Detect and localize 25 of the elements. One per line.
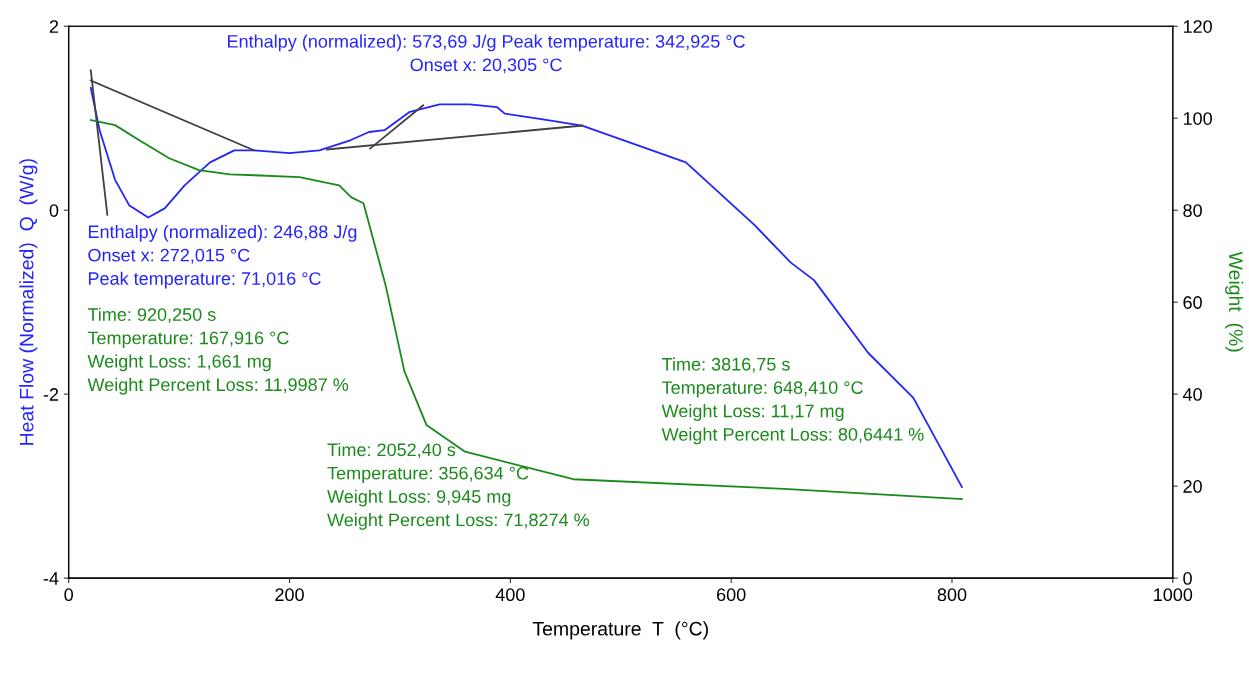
y2-tick-label: 80: [1183, 204, 1202, 217]
annotation: Time: 920,250 s Temperature: 167,916 °C Weight Loss: 1,661 mg Weight Percent Loss: 11,9987 %: [87, 307, 349, 395]
x-tick-label: 600: [717, 588, 746, 602]
y-tick-label: 0: [49, 204, 59, 217]
annotation: Time: 2052,40 s Temperature: 356,634 °C Weight Loss: 9,945 mg Weight Percent Loss: 71,8274 %: [327, 442, 590, 530]
x-tick-label: 800: [937, 588, 967, 602]
y2-tick-label: 40: [1182, 388, 1202, 401]
x-axis-title: Temperature T (°C): [532, 621, 708, 640]
y-axis-title: Heat Flow (Normalized) Q (W/g): [19, 159, 38, 445]
y2-tick-label: 120: [1183, 20, 1212, 33]
annotation: Enthalpy (normalized): 246,88 J/g Onset x: 272,015 °C Peak temperature: 71,016 °C: [88, 224, 357, 289]
y-tick-label: -4: [43, 572, 59, 585]
y2-tick-label: 20: [1183, 480, 1202, 493]
x-tick-label: 0: [64, 588, 74, 602]
annotation: Time: 3816,75 s Temperature: 648,410 °C Weight Loss: 11,17 mg Weight Percent Loss: 80,6441 %: [661, 357, 924, 445]
y2-axis-title: Weight (%): [1225, 251, 1244, 352]
y2-tick-label: 60: [1183, 296, 1202, 309]
y2-tick-label: 0: [1183, 572, 1192, 585]
y2-tick-label: 100: [1183, 112, 1212, 125]
y-tick-label: 2: [49, 20, 59, 33]
x-tick-label: 1000: [1154, 588, 1193, 602]
y-tick-label: -2: [43, 388, 59, 401]
annotation: Enthalpy (normalized): 573,69 J/g Peak temperature: 342,925 °C Onset x: 20,305 °C: [228, 34, 745, 74]
x-tick-label: 200: [275, 588, 304, 602]
x-tick-label: 400: [495, 588, 525, 602]
